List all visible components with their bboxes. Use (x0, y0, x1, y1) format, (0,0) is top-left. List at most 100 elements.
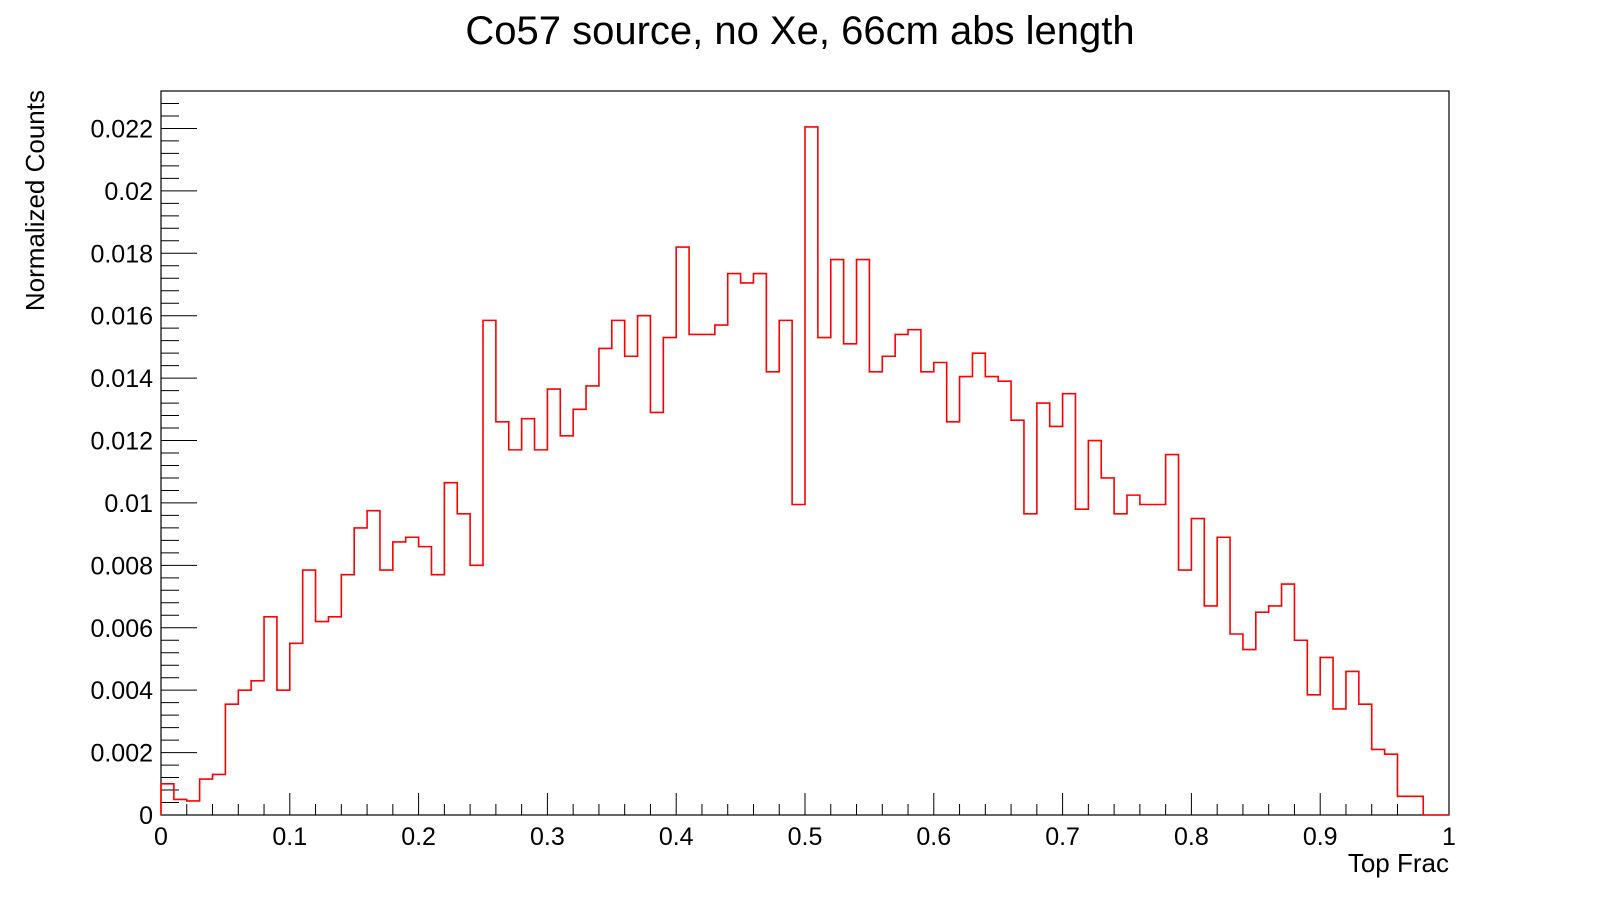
y-tick-label: 0.02 (104, 178, 153, 206)
histogram-bin (406, 537, 419, 815)
x-axis-tick-labels: 0 0.1 0.2 0.3 0.4 0.5 0.6 0.7 0.8 0.9 1 (154, 823, 1456, 851)
histogram-bin (831, 260, 844, 815)
histogram-bin (1063, 394, 1076, 815)
histogram-bin (857, 260, 870, 815)
y-tick-label: 0.016 (90, 303, 153, 331)
histogram-bin (1024, 514, 1037, 815)
histogram-bin (625, 356, 638, 815)
histogram-bin (161, 784, 174, 815)
histogram-bin (689, 334, 702, 815)
histogram-bin (1127, 495, 1140, 815)
histogram-bin (1050, 426, 1063, 815)
histogram-bin (599, 348, 612, 815)
x-tick-label: 1 (1442, 823, 1456, 851)
histogram-bin (1397, 796, 1410, 815)
histogram-bin (882, 356, 895, 815)
histogram-bin (1153, 504, 1166, 815)
histogram-bin (535, 450, 548, 815)
histogram-bin (947, 422, 960, 815)
histogram-bin (213, 774, 226, 815)
y-tick-label: 0.004 (90, 677, 153, 705)
histogram-bin (1359, 704, 1372, 815)
x-tick-label: 0.2 (401, 823, 436, 851)
histogram-bin (663, 338, 676, 815)
histogram-bin (187, 801, 200, 815)
x-tick-label: 0.6 (916, 823, 951, 851)
histogram-bin (1140, 504, 1153, 815)
histogram-bin (1294, 640, 1307, 815)
histogram-bin (1088, 441, 1101, 815)
histogram-bin (573, 409, 586, 815)
histogram-bin (921, 372, 934, 815)
x-tick-label: 0.1 (272, 823, 307, 851)
x-tick-label: 0.7 (1045, 823, 1080, 851)
histogram-bin (998, 381, 1011, 815)
histogram-bin (393, 542, 406, 815)
histogram-bin (380, 570, 393, 815)
histogram-bin (547, 389, 560, 815)
histogram-bin (1269, 606, 1282, 815)
histogram-bin (960, 377, 973, 815)
histogram-bin (753, 274, 766, 815)
y-axis-tick-labels: 0 0.002 0.004 0.006 0.008 0.01 0.012 0.014 0.016… (90, 115, 153, 830)
histogram-bin (844, 344, 857, 815)
histogram-bin (908, 330, 921, 815)
y-tick-label: 0.002 (90, 740, 153, 768)
y-axis-label: Normalized Counts (20, 90, 50, 311)
histogram-bin (174, 799, 187, 815)
histogram-bin (290, 643, 303, 815)
histogram-bin (341, 575, 354, 815)
histogram-bin (715, 325, 728, 815)
y-tick-label: 0.022 (90, 115, 153, 143)
histogram-bin (303, 570, 316, 815)
y-tick-label: 0.014 (90, 365, 153, 393)
histogram-bin (972, 353, 985, 815)
histogram-bin (586, 386, 599, 815)
histogram-bin (638, 316, 651, 815)
histogram-bin (934, 363, 947, 816)
histogram-bin (741, 283, 754, 815)
y-axis-ticks (161, 90, 197, 816)
histogram-bin (251, 681, 264, 815)
histogram-bin (805, 127, 818, 815)
x-tick-label: 0.9 (1303, 823, 1338, 851)
x-tick-label: 0.8 (1174, 823, 1209, 851)
histogram-bin (650, 412, 663, 815)
histogram-bin (1217, 537, 1230, 815)
histogram-bin (431, 575, 444, 815)
histogram-bin (1166, 455, 1179, 815)
x-axis-ticks (160, 793, 1450, 815)
histogram-bin (1204, 606, 1217, 815)
histogram-bin (1011, 420, 1024, 815)
histogram-bin (676, 247, 689, 815)
histogram-bin (560, 436, 573, 815)
histogram-bin (470, 565, 483, 815)
histogram-bin (457, 514, 470, 815)
histogram-bin (238, 690, 251, 815)
x-tick-label: 0.3 (530, 823, 565, 851)
histogram-bin (1385, 754, 1398, 815)
x-tick-label: 0 (154, 823, 168, 851)
histogram-bin (367, 511, 380, 815)
histogram-bin (483, 320, 496, 815)
histogram-bin (1320, 657, 1333, 815)
y-tick-label: 0.018 (90, 240, 153, 268)
x-tick-label: 0.5 (788, 823, 823, 851)
histogram-bin (509, 450, 522, 815)
histogram-bin (766, 372, 779, 815)
histogram-bin (1114, 514, 1127, 815)
histogram-bin (869, 372, 882, 815)
histogram-bin (1333, 709, 1346, 815)
histogram-bin (1307, 695, 1320, 815)
histogram-bin (200, 779, 213, 815)
histogram-bin (702, 334, 715, 815)
histogram-bin (328, 617, 341, 815)
histogram-bin (985, 377, 998, 815)
histogram-bin (1179, 570, 1192, 815)
histogram-bin (1256, 612, 1269, 815)
histogram-bin (1101, 478, 1114, 815)
histogram-bin (895, 334, 908, 815)
x-tick-label: 0.4 (659, 823, 694, 851)
histogram-bin (1230, 634, 1243, 815)
